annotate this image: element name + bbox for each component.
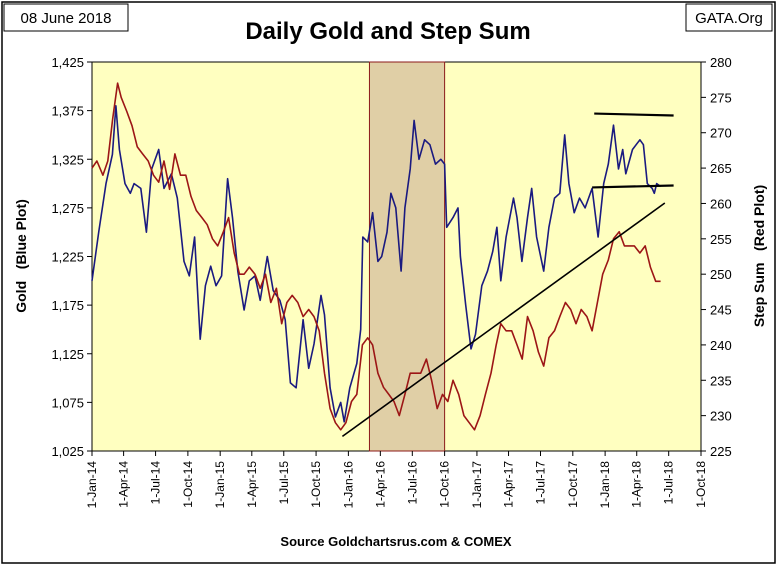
x-tick-label: 1-Jan-17 — [470, 461, 484, 509]
support-line — [592, 184, 674, 189]
right-tick-label: 255 — [710, 232, 732, 247]
left-tick-label: 1,225 — [51, 250, 84, 265]
x-tick-label: 1-Apr-18 — [630, 461, 644, 508]
x-tick-label: 1-Apr-14 — [117, 461, 131, 508]
annotation-layer — [341, 112, 674, 438]
x-tick-label: 1-Jul-15 — [277, 461, 291, 505]
x-tick-label: 1-Apr-17 — [502, 461, 516, 508]
right-tick-label: 265 — [710, 161, 732, 176]
x-tick-label: 1-Jul-18 — [662, 461, 676, 505]
resistance-line — [594, 112, 674, 117]
x-tick-label: 1-Apr-15 — [245, 461, 259, 508]
left-tick-label: 1,025 — [51, 444, 84, 459]
x-tick-label: 1-Oct-14 — [181, 461, 195, 508]
x-tick-label: 1-Jul-16 — [405, 461, 419, 505]
credit-label: GATA.Org — [695, 10, 763, 27]
axis-layer: 1,025 1,075 1,125 1,175 1,225 1,275 1,325 1,375… — [51, 55, 731, 508]
left-tick-label: 1,125 — [51, 347, 84, 362]
x-tick-label: 1-Oct-16 — [438, 461, 452, 508]
credit-box — [685, 3, 773, 32]
source-footer: Source Goldchartsrus.com & COMEX — [280, 534, 511, 549]
x-tick-label: 1-Jul-17 — [533, 461, 547, 505]
right-tick-label: 225 — [710, 444, 732, 459]
left-tick-label: 1,275 — [51, 201, 84, 216]
x-tick-label: 1-Oct-18 — [694, 461, 708, 508]
right-tick-label: 270 — [710, 126, 732, 141]
right-tick-label: 245 — [710, 303, 732, 318]
date-label: 08 June 2018 — [21, 10, 112, 27]
series-layer — [91, 82, 662, 431]
step-sum-series-line — [91, 82, 661, 431]
x-tick-label: 1-Oct-17 — [566, 461, 580, 508]
x-tick-label: 1-Oct-15 — [309, 461, 323, 508]
x-tick-label: 1-Jan-16 — [341, 461, 355, 509]
date-box — [3, 3, 129, 32]
right-tick-label: 230 — [710, 409, 732, 424]
right-tick-label: 250 — [710, 267, 732, 282]
x-tick-label: 1-Jan-15 — [213, 461, 227, 509]
x-tick-label: 1-Apr-16 — [373, 461, 387, 508]
right-tick-label: 240 — [710, 338, 732, 353]
chart-title: Daily Gold and Step Sum — [245, 18, 530, 45]
x-tick-label: 1-Jul-14 — [149, 461, 163, 505]
left-tick-label: 1,425 — [51, 55, 84, 70]
trend-line — [341, 202, 666, 438]
right-tick-label: 280 — [710, 55, 732, 70]
left-tick-label: 1,075 — [51, 395, 84, 410]
right-axis-title: Step Sum (Red Plot) — [751, 185, 767, 327]
left-tick-label: 1,325 — [51, 152, 84, 167]
left-tick-label: 1,375 — [51, 104, 84, 119]
x-tick-label: 1-Jan-14 — [85, 461, 99, 509]
left-axis-title: Gold (Blue Plot) — [13, 199, 29, 313]
left-tick-label: 1,175 — [51, 298, 84, 313]
gold-series-line — [91, 105, 662, 423]
x-tick-label: 1-Jan-18 — [598, 461, 612, 509]
right-tick-label: 260 — [710, 196, 732, 211]
right-tick-label: 275 — [710, 90, 732, 105]
right-tick-label: 235 — [710, 373, 732, 388]
